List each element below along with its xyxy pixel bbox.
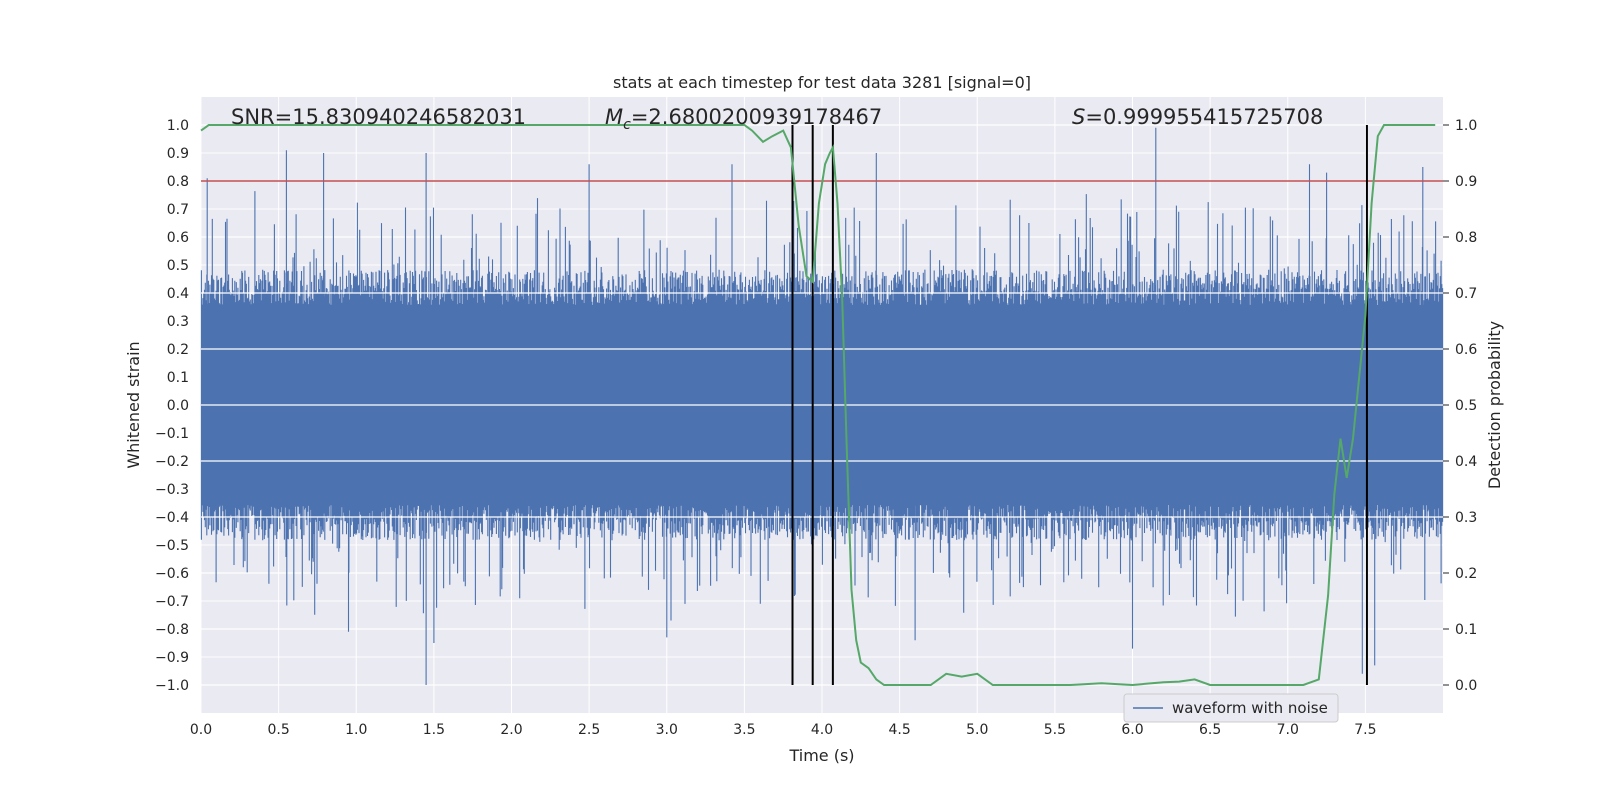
probability-series-group: [200, 124, 1436, 687]
legend-box: [1123, 693, 1339, 723]
x-tick-label: 3.0: [656, 722, 678, 738]
left-tick-label: −0.8: [155, 622, 189, 638]
right-axis-label: Detection probability: [1485, 321, 1504, 489]
chirp-mass-annotation: Mc=2.6800200939178467: [605, 105, 882, 133]
right-tick-label: 0.1: [1455, 622, 1477, 638]
snr-annotation: SNR=15.830940246582031: [231, 105, 526, 129]
right-tick-label: 0.5: [1455, 398, 1477, 414]
left-tick-label: −0.4: [155, 510, 189, 526]
left-tick-label: 0.6: [167, 230, 189, 246]
right-tick-label: 0.7: [1455, 286, 1477, 302]
score-annotation: S=0.999955415725708: [1072, 105, 1323, 129]
left-tick-label: −0.6: [155, 566, 189, 582]
left-tick-label: −0.1: [155, 426, 189, 442]
score-symbol: S: [1072, 105, 1085, 129]
left-tick-label: 0.1: [167, 370, 189, 386]
left-tick-label: 0.5: [167, 258, 189, 274]
left-tick-label: −0.7: [155, 594, 189, 610]
left-tick-label: −0.9: [155, 650, 189, 666]
x-tick-label: 7.5: [1354, 722, 1376, 738]
left-tick-label: 0.7: [167, 202, 189, 218]
right-tick-label: 0.9: [1455, 174, 1477, 190]
right-axis-ticks: 1.0 0.9 0.8 0.7 0.6 0.5 0.4 0.3 0.2 0.1 0.0: [1443, 118, 1477, 694]
left-tick-label: 0.3: [167, 314, 189, 330]
x-tick-label: 0.5: [267, 722, 289, 738]
x-tick-label: 5.5: [1044, 722, 1066, 738]
x-tick-label: 3.5: [733, 722, 755, 738]
left-tick-label: −0.2: [155, 454, 189, 470]
left-tick-label: 1.0: [167, 118, 189, 134]
chirp-mass-subscript: c: [623, 117, 631, 133]
noise-waveform-series: [200, 127, 1444, 685]
x-tick-label: 7.0: [1277, 722, 1299, 738]
right-tick-label: 0.6: [1455, 342, 1477, 358]
left-tick-label: 0.4: [167, 286, 189, 302]
left-tick-label: −0.5: [155, 538, 189, 554]
chirp-mass-value: =2.6800200939178467: [631, 105, 882, 129]
x-tick-label: 1.5: [423, 722, 445, 738]
left-tick-label: −0.3: [155, 482, 189, 498]
x-tick-label: 6.0: [1121, 722, 1143, 738]
legend: waveform with noise: [1123, 693, 1339, 723]
x-tick-label: 0.0: [190, 722, 212, 738]
x-tick-label: 4.0: [811, 722, 833, 738]
x-tick-label: 2.0: [500, 722, 522, 738]
x-tick-label: 5.0: [966, 722, 988, 738]
chart-title: stats at each timestep for test data 328…: [613, 73, 1031, 92]
x-tick-label: 1.0: [345, 722, 367, 738]
right-tick-label: 0.3: [1455, 510, 1477, 526]
left-tick-label: −1.0: [155, 678, 189, 694]
probability-line: [200, 124, 1436, 687]
left-tick-label: 0.8: [167, 174, 189, 190]
x-tick-label: 2.5: [578, 722, 600, 738]
right-tick-label: 0.8: [1455, 230, 1477, 246]
legend-label: waveform with noise: [1172, 699, 1328, 717]
score-value: =0.999955415725708: [1085, 105, 1323, 129]
x-axis-ticks: 0.0 0.5 1.0 1.5 2.0 2.5 3.0 3.5 4.0 4.5 5.0 5.5 6.0 6…: [190, 722, 1377, 738]
right-tick-label: 0.4: [1455, 454, 1477, 470]
left-tick-label: 0.2: [167, 342, 189, 358]
left-tick-label: 0.9: [167, 146, 189, 162]
right-tick-label: 0.0: [1455, 678, 1477, 694]
left-tick-label: 0.0: [167, 398, 189, 414]
right-tick-label: 0.2: [1455, 566, 1477, 582]
chirp-mass-symbol: M: [605, 105, 623, 129]
left-axis-label: Whitened strain: [124, 341, 143, 468]
vertical-markers: [791, 125, 1368, 685]
left-axis-ticks: 1.0 0.9 0.8 0.7 0.6 0.5 0.4 0.3 0.2 0.1 0.0 −0.1 −0.…: [155, 118, 189, 694]
right-tick-label: 1.0: [1455, 118, 1477, 134]
x-tick-label: 6.5: [1199, 722, 1221, 738]
x-axis-label: Time (s): [788, 746, 854, 765]
x-tick-label: 4.5: [888, 722, 910, 738]
